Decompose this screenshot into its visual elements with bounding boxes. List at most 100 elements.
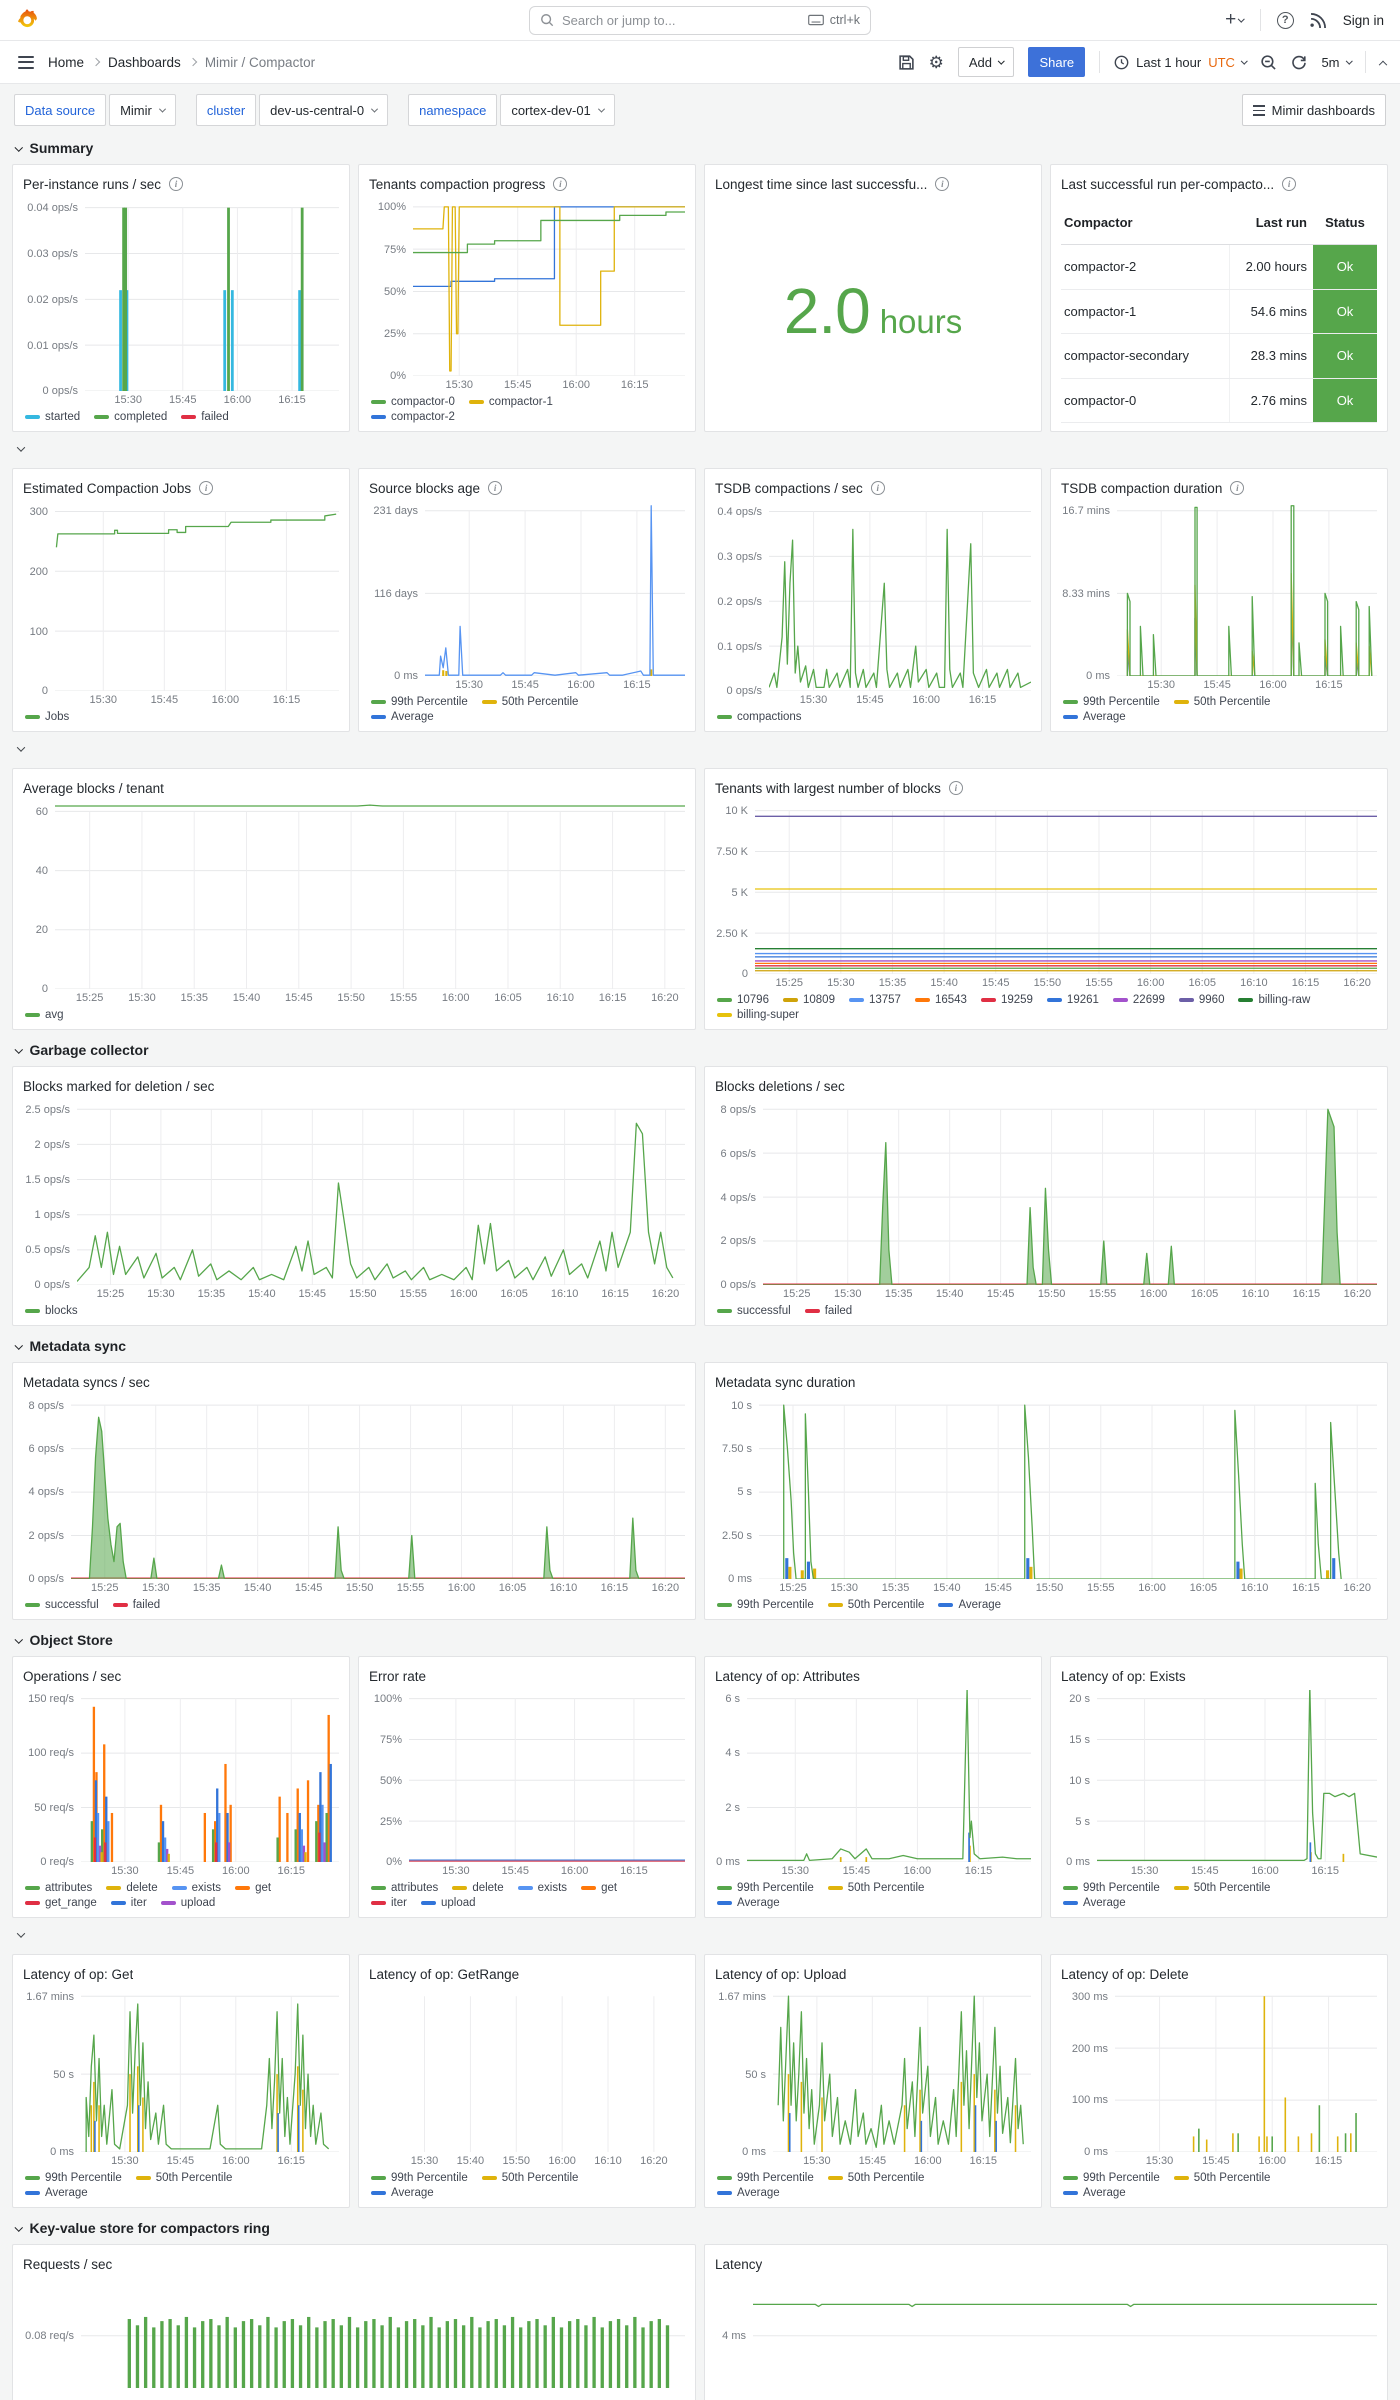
legend-item[interactable]: iter	[371, 1897, 407, 1909]
collapsed-row-toggle[interactable]	[16, 740, 1400, 758]
panel-title[interactable]: Latency of op: Get	[23, 1966, 134, 1982]
legend-item[interactable]: upload	[160, 1897, 215, 1909]
legend-item[interactable]: 99th Percentile	[371, 696, 468, 708]
panel-title[interactable]: Metadata sync duration	[715, 1374, 856, 1390]
plot-area[interactable]	[389, 1988, 685, 2152]
legend-item[interactable]: Average	[371, 711, 434, 723]
legend-item[interactable]: completed	[94, 411, 167, 423]
plot-area[interactable]	[85, 198, 339, 392]
legend-item[interactable]: compactions	[717, 711, 802, 723]
search-input[interactable]: Search or jump to... ctrl+k	[529, 5, 871, 35]
panel-title[interactable]: Latency of op: GetRange	[369, 1966, 520, 1982]
legend-item[interactable]: Average	[1063, 711, 1126, 723]
plot-area[interactable]	[81, 2278, 685, 2389]
sign-in-link[interactable]: Sign in	[1342, 12, 1384, 28]
variable-value-dropdown[interactable]: Mimir	[109, 94, 176, 126]
legend-item[interactable]: 50th Percentile	[1173, 1882, 1270, 1894]
legend-item[interactable]: 99th Percentile	[1063, 1882, 1160, 1894]
legend-item[interactable]: 50th Percentile	[827, 1599, 924, 1611]
panel-title[interactable]: TSDB compactions / sec	[715, 480, 863, 496]
plot-area[interactable]	[747, 1690, 1031, 1863]
plot-area[interactable]	[755, 802, 1377, 974]
add-menu-button[interactable]: +	[1225, 9, 1245, 31]
legend-item[interactable]: 99th Percentile	[1063, 696, 1160, 708]
plot-area[interactable]	[763, 1100, 1377, 1286]
legend-item[interactable]: exists	[171, 1882, 221, 1894]
help-icon[interactable]: ?	[1276, 11, 1294, 29]
section-header-object-store[interactable]: Object Store	[14, 1632, 1384, 1648]
plot-area[interactable]	[773, 1988, 1031, 2153]
panel-title[interactable]: Estimated Compaction Jobs	[23, 480, 192, 496]
legend-item[interactable]: upload	[420, 1897, 476, 1909]
panel-title[interactable]: Blocks deletions / sec	[715, 1078, 845, 1094]
panel-title[interactable]: Latency of op: Upload	[715, 1966, 847, 1982]
legend-item[interactable]: iter	[110, 1897, 147, 1909]
panel-title[interactable]: Per-instance runs / sec	[23, 176, 162, 192]
legend-item[interactable]: failed	[112, 1599, 160, 1611]
legend-item[interactable]: compactor-1	[468, 396, 553, 408]
plot-area[interactable]	[753, 2278, 1377, 2388]
info-icon[interactable]: i	[169, 177, 184, 192]
panel-title[interactable]: Requests / sec	[23, 2256, 113, 2272]
col-header-last-run[interactable]: Last run	[1255, 214, 1307, 230]
zoom-out-icon[interactable]	[1260, 54, 1277, 71]
legend-item[interactable]: Average	[717, 2187, 780, 2199]
legend-item[interactable]: 50th Percentile	[827, 2172, 924, 2184]
section-header-metadata-sync[interactable]: Metadata sync	[14, 1338, 1384, 1354]
legend-item[interactable]: get	[581, 1882, 617, 1894]
info-icon[interactable]: i	[935, 177, 950, 192]
info-icon[interactable]: i	[948, 781, 963, 796]
plot-area[interactable]	[71, 1396, 685, 1580]
collapse-toolbar-icon[interactable]	[1378, 60, 1388, 70]
legend-item[interactable]: failed	[804, 1305, 852, 1317]
legend-item[interactable]: 50th Percentile	[1173, 696, 1270, 708]
panel-title[interactable]: Last successful run per-compacto...	[1061, 176, 1275, 192]
legend-item[interactable]: billing-raw	[1238, 994, 1310, 1006]
legend-item[interactable]: 19259	[980, 994, 1033, 1006]
legend-item[interactable]: 19261	[1046, 994, 1099, 1006]
grafana-logo[interactable]	[16, 8, 40, 32]
legend-item[interactable]: 10796	[717, 994, 769, 1006]
legend-item[interactable]: 99th Percentile	[717, 1882, 814, 1894]
panel-title[interactable]: Blocks marked for deletion / sec	[23, 1078, 215, 1094]
save-dashboard-icon[interactable]	[898, 54, 915, 71]
plot-area[interactable]	[413, 198, 685, 376]
panel-title[interactable]: Tenants compaction progress	[369, 176, 546, 192]
legend-item[interactable]: 9960	[1178, 994, 1224, 1006]
legend-item[interactable]: 50th Percentile	[135, 2172, 232, 2184]
dashboard-settings-icon[interactable]: ⚙	[928, 52, 944, 72]
plot-area[interactable]	[1115, 1988, 1377, 2153]
plot-area[interactable]	[1117, 502, 1377, 676]
plot-area[interactable]	[409, 1690, 685, 1862]
legend-item[interactable]: delete	[452, 1882, 504, 1894]
info-icon[interactable]: i	[1230, 481, 1245, 496]
legend-item[interactable]: 13757	[848, 994, 901, 1006]
legend-item[interactable]: successful	[717, 1305, 791, 1317]
legend-item[interactable]: blocks	[25, 1305, 78, 1317]
panel-title[interactable]: Average blocks / tenant	[23, 780, 164, 796]
breadcrumb-dashboards[interactable]: Dashboards	[108, 54, 181, 70]
panel-title[interactable]: Latency of op: Attributes	[715, 1668, 860, 1684]
info-icon[interactable]: i	[553, 177, 568, 192]
legend-item[interactable]: billing-super	[717, 1009, 799, 1021]
variable-value-dropdown[interactable]: dev-us-central-0	[259, 94, 389, 126]
panel-title[interactable]: Longest time since last successfu...	[715, 176, 928, 192]
section-header-garbage-collector[interactable]: Garbage collector	[14, 1042, 1384, 1058]
section-header-summary[interactable]: Summary	[14, 140, 1384, 156]
panel-title[interactable]: Tenants with largest number of blocks	[715, 780, 941, 796]
panel-title[interactable]: Source blocks age	[369, 480, 481, 496]
panel-title[interactable]: Latency of op: Delete	[1061, 1966, 1189, 1982]
plot-area[interactable]	[55, 802, 685, 989]
legend-item[interactable]: 99th Percentile	[371, 2172, 468, 2184]
legend-item[interactable]: avg	[25, 1009, 64, 1021]
legend-item[interactable]: Average	[938, 1599, 1001, 1611]
legend-item[interactable]: 50th Percentile	[1173, 2172, 1270, 2184]
plot-area[interactable]	[81, 1690, 339, 1863]
panel-title[interactable]: Metadata syncs / sec	[23, 1374, 150, 1390]
legend-item[interactable]: Average	[717, 1897, 780, 1909]
legend-item[interactable]: 22699	[1112, 994, 1165, 1006]
legend-item[interactable]: Average	[1063, 2187, 1126, 2199]
plot-area[interactable]	[55, 502, 339, 691]
legend-item[interactable]: 50th Percentile	[827, 1882, 924, 1894]
plot-area[interactable]	[81, 1988, 339, 2153]
